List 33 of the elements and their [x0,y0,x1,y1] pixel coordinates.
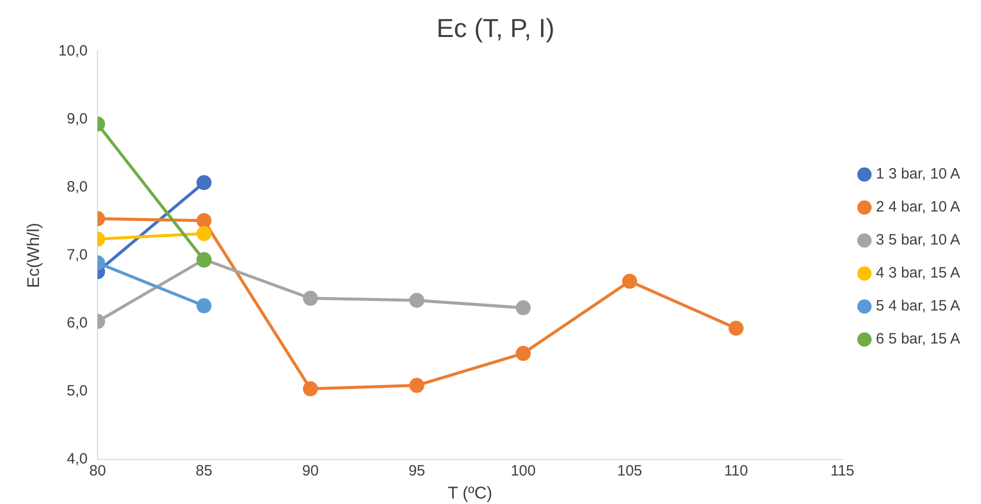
x-tick-label: 110 [724,462,748,480]
y-tick-label: 5,0 [66,382,88,400]
point [196,213,212,228]
x-axis-title: T (ºC) [448,483,492,502]
point [516,300,531,316]
y-tick-label: 6,0 [66,314,88,332]
x-tick-label: 90 [302,462,319,480]
legend-label: 3 5 bar, 10 A [876,232,960,249]
legend-label: 6 5 bar, 15 A [876,330,960,348]
point [622,274,638,289]
y-tick-label: 9,0 [66,110,88,128]
point [302,381,318,396]
y-axis-title: Ec(Wh/l) [24,222,43,288]
point [728,320,744,336]
y-tick-label: 4,0 [66,450,88,468]
legend-label: 2 4 bar, 10 A [876,198,960,216]
x-tick-label: 85 [196,462,212,480]
x-tick-label: 115 [830,462,854,480]
x-tick-label: 105 [617,462,642,480]
point [516,346,531,361]
point [302,290,318,306]
legend-label: 5 4 bar, 15 A [876,298,960,315]
y-tick-label: 8,0 [66,178,88,196]
x-tick-label: 80 [89,462,106,480]
x-tick-label: 100 [510,462,536,480]
legend-label: 4 3 bar, 15 A [876,264,960,282]
legend-label: 1 3 bar, 10 A [876,166,960,183]
x-tick-label: 95 [408,462,426,480]
point [409,292,424,308]
y-tick-label: 10,0 [58,42,88,60]
y-tick-label: 7,0 [66,246,88,264]
point [409,378,424,393]
chart-title: Ec (T, P, I) [436,12,554,43]
